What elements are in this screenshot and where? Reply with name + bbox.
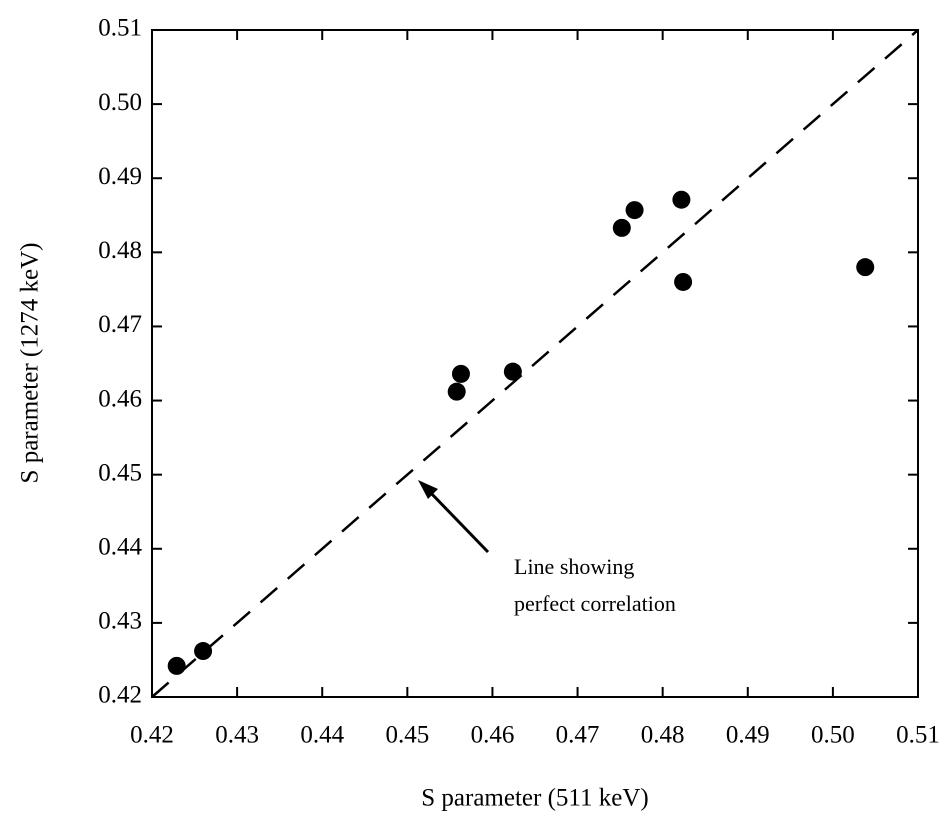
reference-line	[151, 29, 919, 698]
annotation: Line showing	[514, 554, 634, 579]
y-tick-label: 0.43	[98, 608, 142, 635]
x-tick-label: 0.51	[896, 722, 940, 749]
y-tick-label: 0.47	[98, 311, 142, 338]
x-tick-label: 0.44	[300, 722, 344, 749]
x-tick-label: 0.46	[471, 722, 515, 749]
point	[612, 218, 631, 237]
y-tick-label: 0.42	[98, 682, 142, 709]
y-axis-label: S parameter (1274 keV)	[17, 243, 44, 484]
y-tick-label: 0.48	[98, 237, 142, 264]
x-tick-label: 0.48	[641, 722, 685, 749]
point	[672, 190, 691, 209]
annotation: perfect correlation	[514, 591, 676, 616]
x-axis-label: S parameter (511 keV)	[421, 785, 648, 812]
point	[856, 258, 875, 277]
point	[167, 656, 186, 675]
arrow-head	[418, 480, 438, 499]
y-tick-label: 0.50	[98, 89, 142, 116]
x-tick-label: 0.43	[215, 722, 259, 749]
x-tick-label: 0.50	[811, 722, 855, 749]
y-tick-label: 0.44	[98, 534, 142, 561]
point	[194, 642, 213, 661]
point	[674, 272, 693, 291]
x-tick-label: 0.49	[726, 722, 770, 749]
x-tick-label: 0.42	[130, 722, 174, 749]
point	[503, 362, 522, 381]
annotation-arrow	[426, 488, 490, 554]
y-tick-label: 0.51	[98, 15, 142, 42]
plot-frame	[151, 29, 919, 698]
x-tick-label: 0.45	[385, 722, 429, 749]
y-tick-label: 0.45	[98, 459, 142, 486]
point	[625, 201, 644, 220]
y-tick-label: 0.49	[98, 163, 142, 190]
point	[451, 364, 470, 383]
x-tick-label: 0.47	[556, 722, 600, 749]
y-tick-label: 0.46	[98, 385, 142, 412]
point	[447, 382, 466, 401]
